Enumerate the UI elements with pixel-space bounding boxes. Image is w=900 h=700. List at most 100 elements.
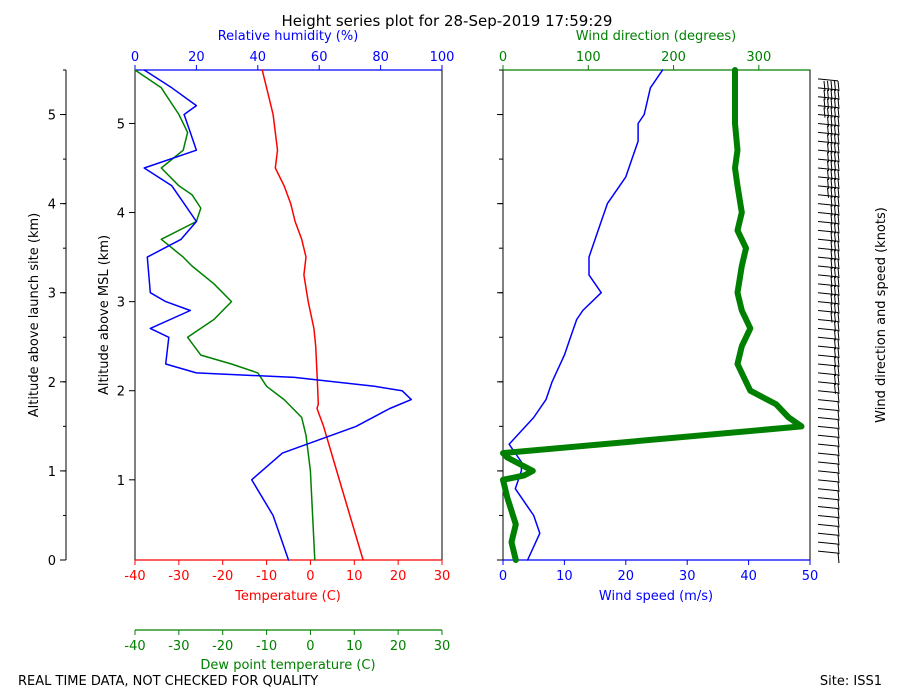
msl-axis-label: Altitude above MSL (km): [97, 235, 112, 395]
wind-barb: [817, 550, 840, 564]
wind-barb: [817, 292, 840, 305]
relative-humidity-line: [143, 69, 413, 561]
rh-tick-label: 40: [250, 50, 267, 65]
wind-barb: [817, 488, 840, 501]
wind-speed-tick-label: 20: [618, 569, 635, 584]
dewpoint-tick-label: 0: [306, 639, 314, 654]
msl-tick-label: 4: [117, 207, 125, 222]
wind-barb: [817, 318, 840, 332]
wind-barb: [817, 416, 840, 430]
temperature-tick-label: 30: [434, 569, 451, 584]
wind-barb: [817, 461, 840, 475]
wind-speed-tick-label: 10: [556, 569, 573, 584]
wind-direction-line: [500, 67, 805, 563]
launch-site-tick-label: 0: [48, 554, 56, 569]
dewpoint-tick-label: 20: [390, 639, 407, 654]
msl-tick-label: 2: [117, 385, 125, 400]
dewpoint-tick-label: -20: [212, 639, 233, 654]
figure-title: Height series plot for 28-Sep-2019 17:59…: [282, 12, 613, 30]
msl-tick-label: 3: [117, 296, 125, 311]
temperature-tick-label: -30: [168, 569, 189, 584]
wind-barb: [817, 78, 840, 91]
wind-speed-tick-label: 40: [740, 569, 757, 584]
wind-dir-tick-label: 300: [746, 50, 771, 65]
wind-barb: [817, 256, 840, 270]
wind-barb: [817, 470, 840, 483]
temperature-tick-label: -40: [124, 569, 145, 584]
wind-dir-tick-label: 200: [661, 50, 686, 65]
wind-speed-line: [508, 69, 664, 561]
wind-barb: [817, 212, 840, 225]
wind-barb: [817, 381, 840, 394]
launch-site-axis-label: Altitude above launch site (km): [27, 213, 42, 417]
wind-barb: [817, 506, 840, 519]
wind-barb: [817, 301, 840, 314]
wind-barb: [817, 203, 840, 216]
wind-barb: [817, 265, 840, 279]
wind-barbs: [817, 78, 840, 564]
rh-tick-label: 80: [372, 50, 389, 65]
wind-barb: [817, 399, 840, 412]
wind-barb: [817, 497, 840, 510]
wind-barb: [817, 336, 840, 350]
series-lines: [134, 67, 805, 563]
temperature-tick-label: -10: [256, 569, 277, 584]
wind-plot-frame: [502, 69, 811, 561]
wind-barb: [817, 408, 840, 421]
wind-barb: [817, 434, 840, 448]
launch-site-tick-label: 1: [48, 465, 56, 480]
wind-barb: [817, 229, 840, 243]
wind-dir-tick-label: 100: [576, 50, 601, 65]
wind-barb: [817, 283, 840, 296]
wind-barb: [817, 247, 840, 261]
dew-point-line: [134, 69, 316, 561]
wind-barb: [817, 220, 840, 234]
wind-barb: [817, 363, 840, 377]
rh-tick-label: 60: [311, 50, 328, 65]
wind-barb: [817, 479, 840, 492]
wind-barb: [817, 541, 840, 555]
wind-barb: [817, 532, 840, 546]
rh-tick-label: 100: [430, 50, 455, 65]
launch-site-tick-label: 3: [48, 287, 56, 302]
wind-dir-tick-label: 0: [499, 50, 507, 65]
msl-tick-label: 5: [117, 117, 125, 132]
wind-barb: [817, 443, 840, 457]
wind-barb: [817, 310, 840, 323]
temperature-tick-label: 10: [346, 569, 363, 584]
dewpoint-axis-label: Dew point temperature (C): [200, 658, 375, 673]
dewpoint-tick-label: -10: [256, 639, 277, 654]
wind-speed-tick-label: 50: [802, 569, 819, 584]
dewpoint-tick-label: 30: [434, 639, 451, 654]
temperature-tick-label: 0: [306, 569, 314, 584]
wind-barb: [817, 372, 840, 385]
wind-barb: [817, 274, 840, 287]
launch-site-tick-label: 5: [48, 109, 56, 124]
wind-barb: [817, 345, 840, 359]
wind-barb-axis-label: Wind direction and speed (knots): [874, 207, 889, 423]
launch-site-tick-label: 4: [48, 198, 56, 213]
dewpoint-tick-label: -30: [168, 639, 189, 654]
temperature-line: [261, 69, 364, 561]
wind-dir-axis-label: Wind direction (degrees): [576, 29, 736, 44]
wind-speed-axis-label: Wind speed (m/s): [599, 589, 713, 604]
quality-disclaimer: REAL TIME DATA, NOT CHECKED FOR QUALITY: [18, 674, 319, 689]
wind-speed-tick-label: 0: [499, 569, 507, 584]
dewpoint-tick-label: -40: [124, 639, 145, 654]
temperature-tick-label: -20: [212, 569, 233, 584]
wind-barb: [817, 327, 840, 341]
wind-barb: [817, 354, 840, 368]
msl-tick-label: 1: [117, 474, 125, 489]
launch-site-tick-label: 2: [48, 376, 56, 391]
rh-axis-label: Relative humidity (%): [218, 29, 359, 44]
wind-barb: [817, 514, 840, 528]
wind-barb: [817, 238, 840, 252]
rh-tick-label: 0: [131, 50, 139, 65]
wind-speed-tick-label: 30: [679, 569, 696, 584]
site-label: Site: ISS1: [819, 674, 882, 689]
dewpoint-tick-label: 10: [346, 639, 363, 654]
wind-barb: [817, 390, 840, 403]
temperature-axis-label: Temperature (C): [234, 589, 341, 604]
